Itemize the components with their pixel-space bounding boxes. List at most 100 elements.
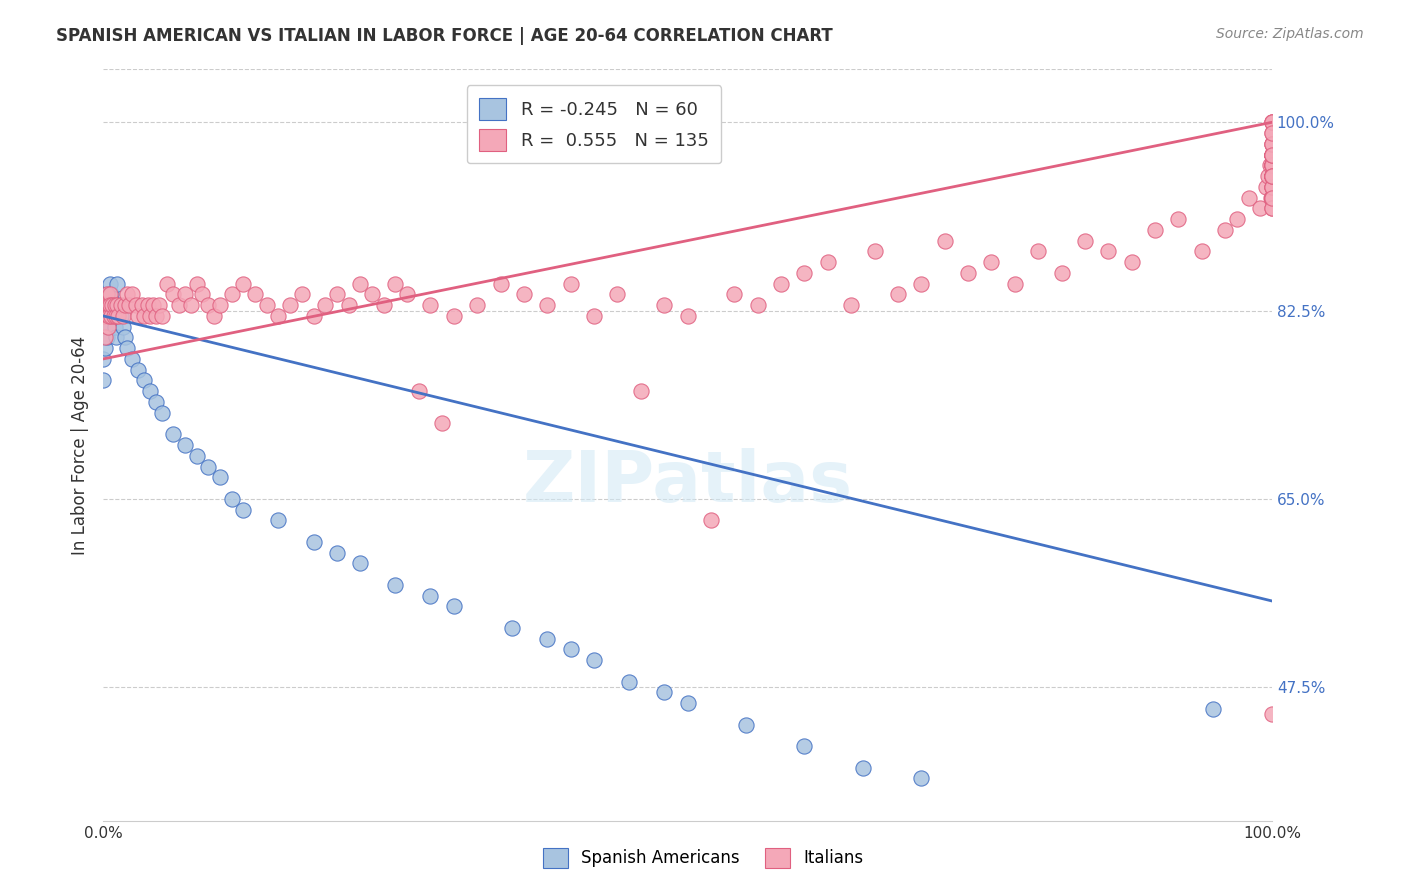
Point [100, 309, 122, 323]
Point [1261, 179, 1284, 194]
Point [118, 298, 141, 312]
Point [96, 287, 118, 301]
Text: SPANISH AMERICAN VS ITALIAN IN LABOR FORCE | AGE 20-64 CORRELATION CHART: SPANISH AMERICAN VS ITALIAN IN LABOR FOR… [56, 27, 832, 45]
Point [110, 309, 132, 323]
Point [302, 534, 325, 549]
Point [1261, 169, 1284, 183]
Point [148, 298, 170, 312]
Point [747, 298, 769, 312]
Point [278, 298, 301, 312]
Point [96, 287, 118, 301]
Point [361, 287, 384, 301]
Point [1261, 147, 1284, 161]
Point [606, 287, 628, 301]
Point [174, 438, 197, 452]
Legend: R = -0.245   N = 60, R =  0.555   N = 135: R = -0.245 N = 60, R = 0.555 N = 135 [467, 85, 721, 163]
Point [162, 427, 184, 442]
Point [1261, 158, 1284, 172]
Point [735, 717, 758, 731]
Point [723, 287, 745, 301]
Point [150, 309, 173, 323]
Point [1261, 147, 1284, 161]
Point [96, 330, 118, 344]
Point [1261, 169, 1284, 183]
Point [221, 491, 243, 506]
Point [910, 277, 932, 291]
Point [1261, 115, 1284, 129]
Point [349, 277, 371, 291]
Point [1261, 202, 1284, 216]
Point [91, 374, 114, 388]
Point [536, 298, 558, 312]
Point [700, 513, 723, 527]
Point [373, 298, 395, 312]
Point [139, 309, 162, 323]
Point [100, 309, 122, 323]
Point [98, 298, 121, 312]
Point [1261, 126, 1284, 140]
Point [132, 374, 155, 388]
Point [93, 330, 115, 344]
Point [443, 309, 465, 323]
Point [349, 557, 371, 571]
Point [582, 309, 605, 323]
Point [1261, 147, 1284, 161]
Point [1167, 212, 1189, 227]
Point [93, 309, 115, 323]
Point [101, 298, 124, 312]
Point [104, 309, 127, 323]
Point [98, 277, 121, 291]
Point [121, 351, 143, 366]
Point [94, 319, 117, 334]
Point [1261, 158, 1284, 172]
Point [136, 298, 159, 312]
Point [1261, 169, 1284, 183]
Point [111, 309, 134, 323]
Point [197, 459, 219, 474]
Point [582, 653, 605, 667]
Point [1261, 158, 1284, 172]
Point [384, 277, 406, 291]
Point [1202, 701, 1225, 715]
Point [1261, 126, 1284, 140]
Point [652, 298, 675, 312]
Point [115, 341, 138, 355]
Point [125, 298, 148, 312]
Point [443, 599, 465, 614]
Point [1261, 191, 1284, 205]
Point [1261, 169, 1284, 183]
Point [114, 298, 136, 312]
Point [956, 266, 979, 280]
Point [1261, 191, 1284, 205]
Point [131, 298, 153, 312]
Point [617, 674, 640, 689]
Point [839, 298, 862, 312]
Point [419, 298, 441, 312]
Point [1261, 179, 1284, 194]
Point [221, 287, 243, 301]
Point [110, 298, 132, 312]
Point [326, 545, 349, 559]
Point [934, 234, 956, 248]
Point [1261, 706, 1284, 721]
Point [314, 298, 336, 312]
Point [156, 277, 179, 291]
Point [384, 578, 406, 592]
Point [513, 287, 536, 301]
Point [97, 309, 120, 323]
Point [180, 298, 202, 312]
Point [104, 330, 127, 344]
Point [1237, 191, 1260, 205]
Point [910, 772, 932, 786]
Point [337, 298, 360, 312]
Point [243, 287, 266, 301]
Point [93, 309, 115, 323]
Point [1249, 202, 1271, 216]
Point [256, 298, 278, 312]
Point [489, 277, 512, 291]
Point [769, 277, 792, 291]
Point [115, 287, 138, 301]
Point [1261, 147, 1284, 161]
Point [980, 255, 1002, 269]
Point [1097, 244, 1119, 259]
